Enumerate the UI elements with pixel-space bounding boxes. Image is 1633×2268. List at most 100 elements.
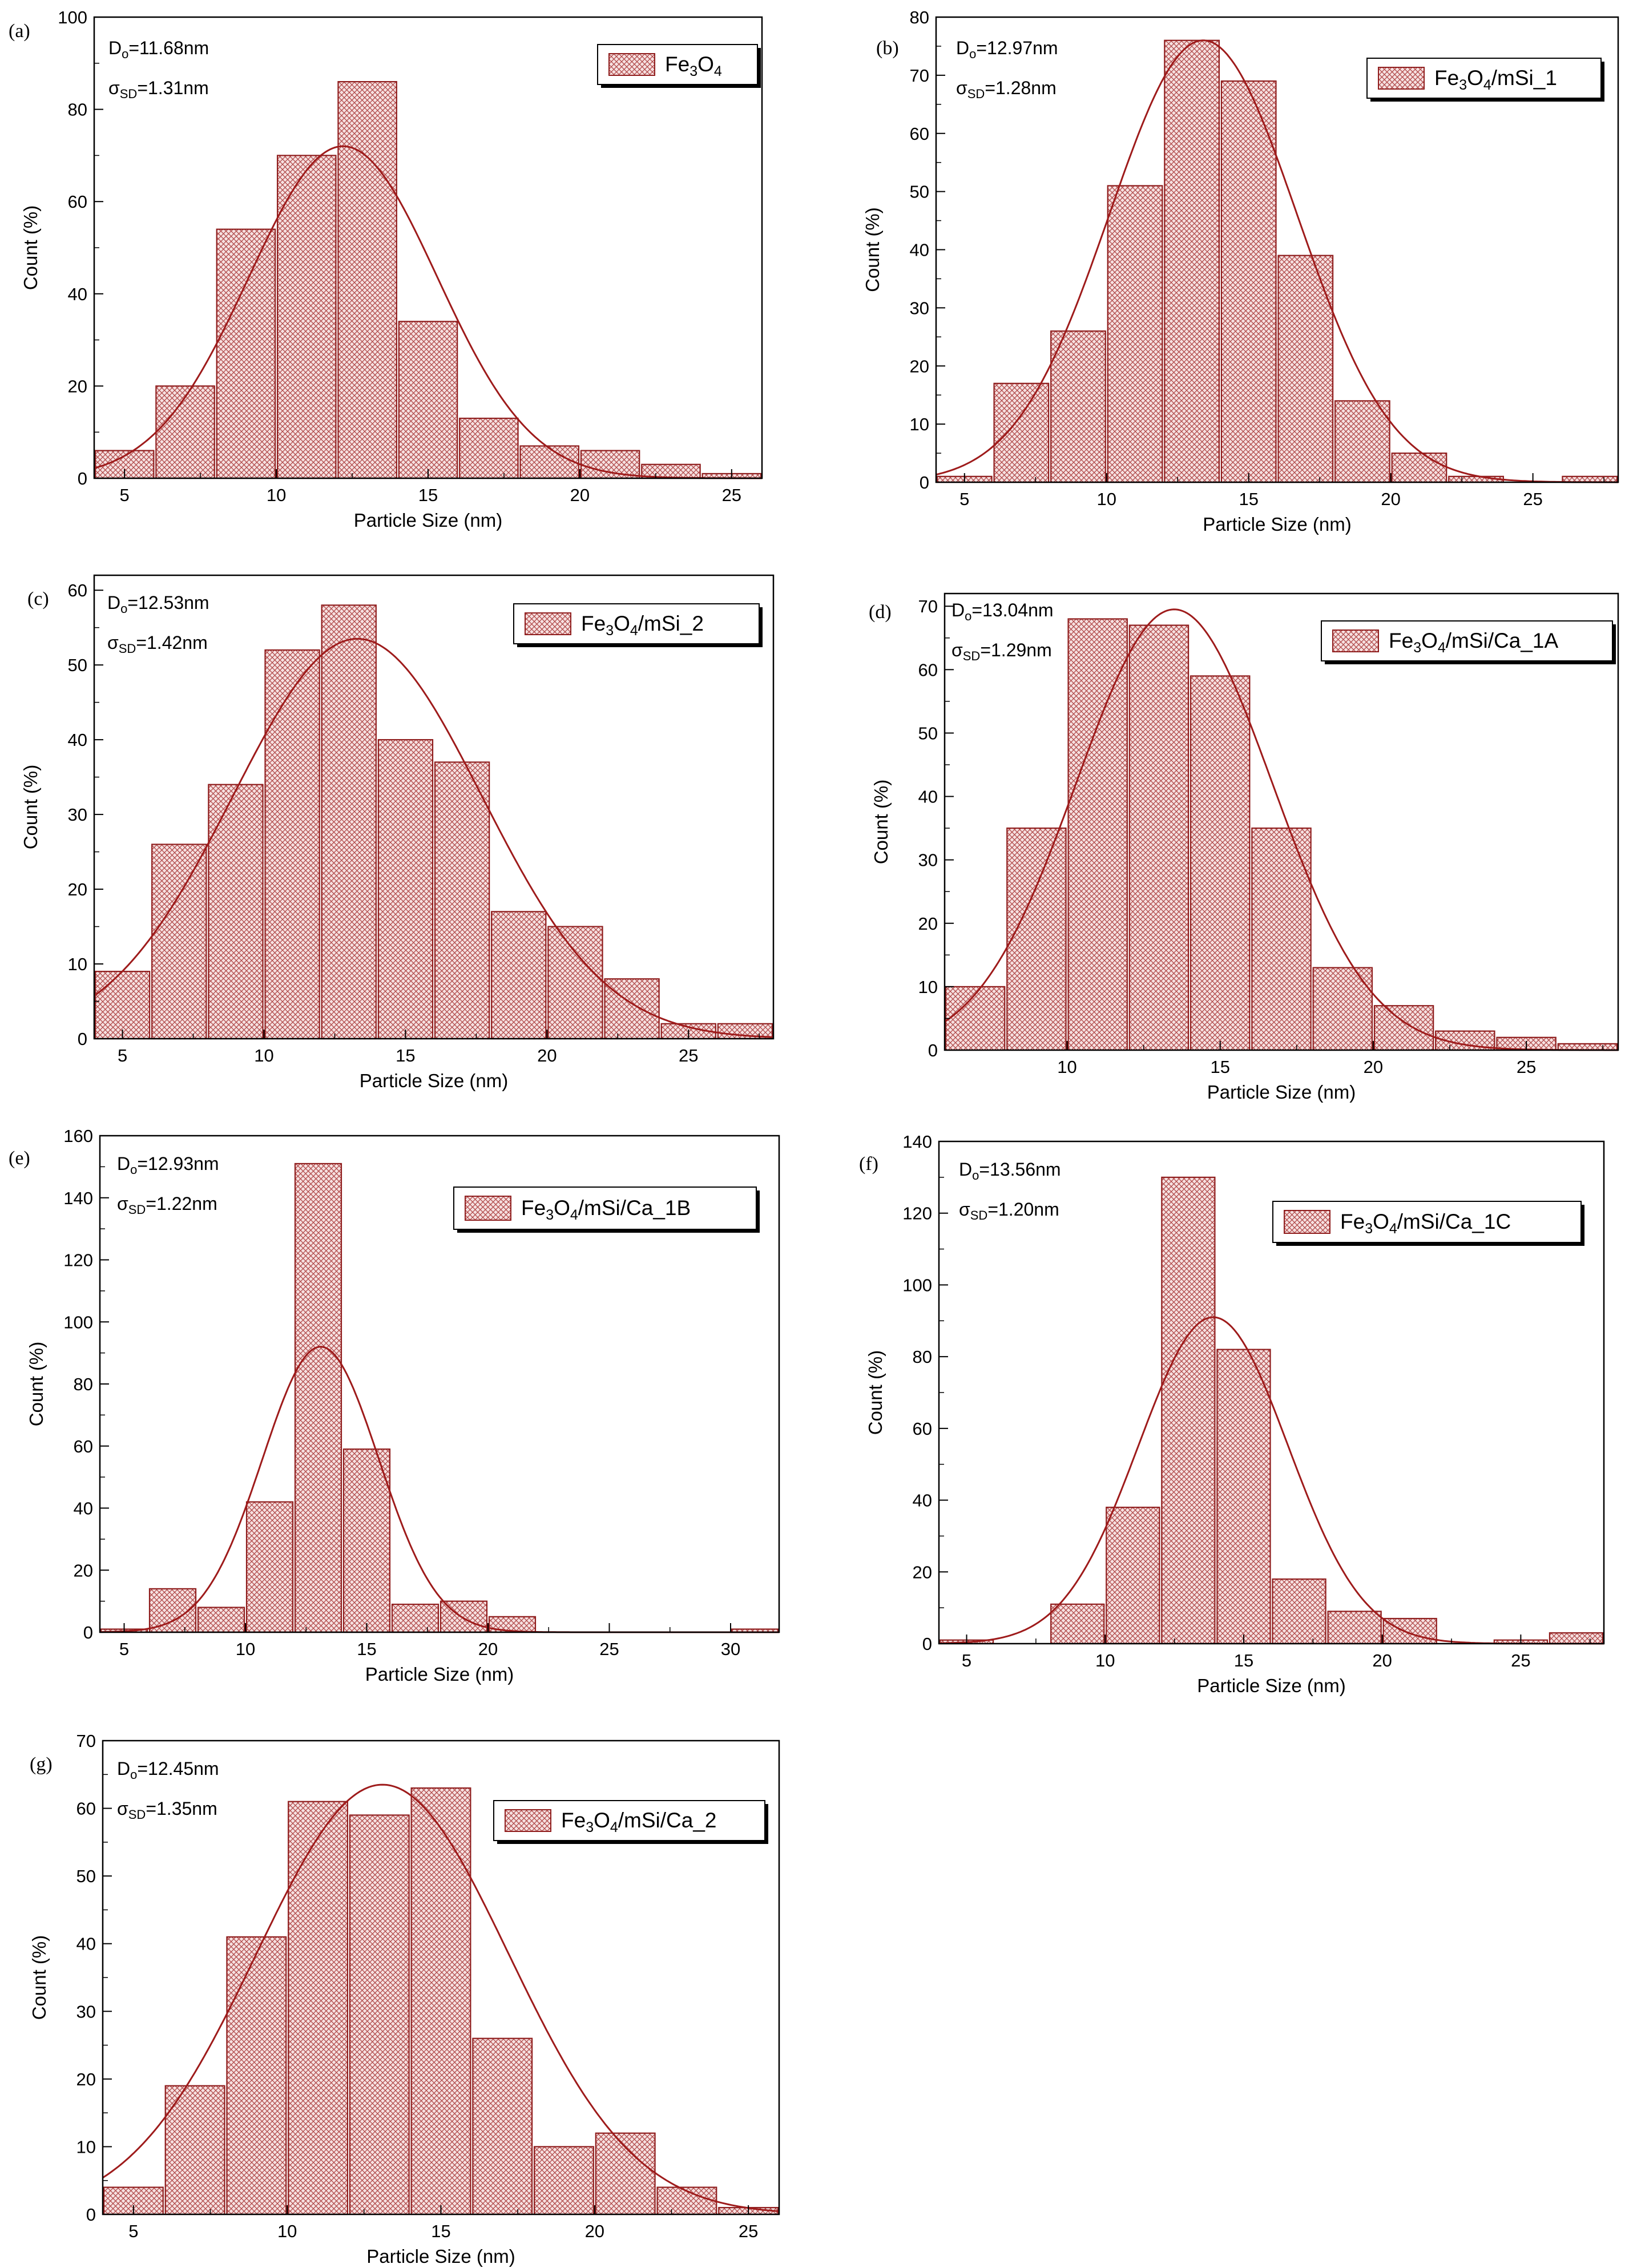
y-tick-label: 100 <box>58 7 87 27</box>
bar <box>1050 330 1106 483</box>
y-tick-label: 0 <box>78 1029 87 1049</box>
legend: Fe3O4/mSi_1 <box>1366 58 1604 102</box>
bar <box>472 2037 533 2215</box>
bar <box>197 1607 245 1633</box>
legend-swatch <box>608 53 655 76</box>
y-tick-label: 120 <box>63 1250 93 1270</box>
y-tick-label: 120 <box>902 1204 932 1224</box>
legend: Fe3O4/mSi/Ca_1A <box>1321 620 1616 664</box>
bar <box>491 911 547 1040</box>
x-tick-label: 15 <box>1234 1650 1253 1670</box>
bar-series <box>103 1787 779 2215</box>
x-axis-title: Particle Size (nm) <box>365 1664 514 1685</box>
mean-diameter-annotation: Do=13.56nm <box>959 1159 1061 1183</box>
y-tick-label: 0 <box>922 1634 932 1654</box>
bar <box>349 1814 410 2215</box>
bar <box>216 228 276 479</box>
bar <box>276 155 337 479</box>
panel-label: (b) <box>876 38 899 59</box>
std-dev-annotation: σSD=1.29nm <box>951 640 1052 663</box>
y-tick-label: 50 <box>68 655 87 675</box>
bar <box>1164 39 1220 483</box>
y-tick-label: 30 <box>910 298 929 318</box>
bar <box>155 385 215 479</box>
x-tick-label: 15 <box>1210 1057 1229 1077</box>
x-axis-title: Particle Size (nm) <box>1203 514 1351 535</box>
bar <box>434 761 490 1040</box>
chart-panel: 5 10 15 20 25 0 20 40 60 80 100 120 140 Particle Size… <box>859 1132 1605 1696</box>
mean-diameter-annotation: Do=11.68nm <box>108 38 209 61</box>
std-dev-annotation: σSD=1.20nm <box>959 1199 1059 1222</box>
bar <box>208 784 264 1040</box>
y-tick-label: 10 <box>76 2137 96 2157</box>
std-dev-annotation: σSD=1.35nm <box>117 1798 217 1822</box>
x-axis-title: Particle Size (nm) <box>1207 1081 1356 1103</box>
bar <box>151 844 207 1040</box>
panel-label: (f) <box>859 1153 878 1175</box>
x-tick-label: 15 <box>396 1046 415 1066</box>
chart-panel: 5 10 15 20 25 0 20 40 60 80 100 Particle Size (nm) C… <box>9 7 763 531</box>
bar <box>547 926 603 1040</box>
x-tick-label: 15 <box>418 485 438 505</box>
bar <box>993 382 1050 483</box>
y-tick-label: 20 <box>68 879 87 899</box>
x-tick-label: 30 <box>721 1639 740 1659</box>
fit-curve <box>94 145 762 479</box>
y-tick-label: 80 <box>68 100 87 120</box>
bar <box>1272 1578 1326 1645</box>
y-tick-label: 40 <box>76 1934 96 1954</box>
y-tick-label: 30 <box>918 850 938 870</box>
bar <box>264 649 320 1040</box>
bar <box>1128 624 1190 1051</box>
fit-curve <box>102 1783 780 2213</box>
y-tick-label: 30 <box>76 2001 96 2021</box>
bar-series <box>94 604 773 1040</box>
legend-swatch <box>1332 629 1379 652</box>
y-tick-label: 60 <box>910 124 929 144</box>
legend-label: Fe3O4/mSi_1 <box>1434 66 1557 93</box>
legend-label: Fe3O4/mSi/Ca_1A <box>1389 629 1559 656</box>
y-tick-label: 20 <box>74 1560 93 1580</box>
std-dev-annotation: σSD=1.28nm <box>956 78 1057 101</box>
bar <box>519 445 580 479</box>
y-tick-label: 70 <box>76 1731 96 1751</box>
legend-label: Fe3O4 <box>665 53 722 79</box>
mean-diameter-annotation: Do=13.04nm <box>951 600 1054 623</box>
bar <box>1161 1176 1216 1645</box>
y-axis-title: Count (%) <box>26 1342 47 1427</box>
bar <box>1106 1507 1160 1645</box>
chart-panel: 5 10 15 20 25 0 10 20 30 40 50 60 Particle Size (nm)… <box>20 574 775 1091</box>
bar <box>1334 400 1390 483</box>
bar <box>1107 185 1163 483</box>
panel-label: (c) <box>27 588 49 610</box>
legend-label: Fe3O4/mSi/Ca_1B <box>521 1196 691 1223</box>
fit-curve <box>938 1316 1604 1645</box>
fit-curve <box>94 637 774 1038</box>
bar <box>1549 1632 1604 1645</box>
y-tick-label: 60 <box>68 580 87 600</box>
x-tick-label: 5 <box>962 1650 971 1670</box>
x-tick-label: 15 <box>1239 489 1258 509</box>
y-tick-label: 60 <box>918 660 938 680</box>
y-tick-label: 0 <box>83 1623 93 1643</box>
x-tick-label: 20 <box>478 1639 498 1659</box>
legend-label: Fe3O4/mSi/Ca_1C <box>1340 1210 1511 1237</box>
bar <box>1373 1005 1434 1051</box>
bar <box>1216 1349 1271 1645</box>
x-tick-label: 25 <box>1523 489 1542 509</box>
y-tick-label: 10 <box>910 414 929 434</box>
x-axis-title: Particle Size (nm) <box>1197 1675 1345 1696</box>
bar <box>1327 1611 1382 1645</box>
panel-label: (d) <box>869 602 892 623</box>
panel-label: (g) <box>30 1754 53 1775</box>
bar <box>1312 967 1373 1051</box>
y-tick-label: 0 <box>86 2205 96 2225</box>
y-tick-label: 10 <box>68 954 87 974</box>
x-tick-label: 5 <box>128 2221 138 2241</box>
x-tick-label: 10 <box>236 1639 255 1659</box>
bar <box>410 1787 471 2215</box>
bar <box>288 1801 349 2215</box>
chart-panel: 5 10 15 20 25 0 10 20 30 40 50 60 70 80 Particle Size … <box>862 7 1619 535</box>
y-tick-label: 40 <box>68 730 87 750</box>
y-axis-title: Count (%) <box>862 207 883 292</box>
